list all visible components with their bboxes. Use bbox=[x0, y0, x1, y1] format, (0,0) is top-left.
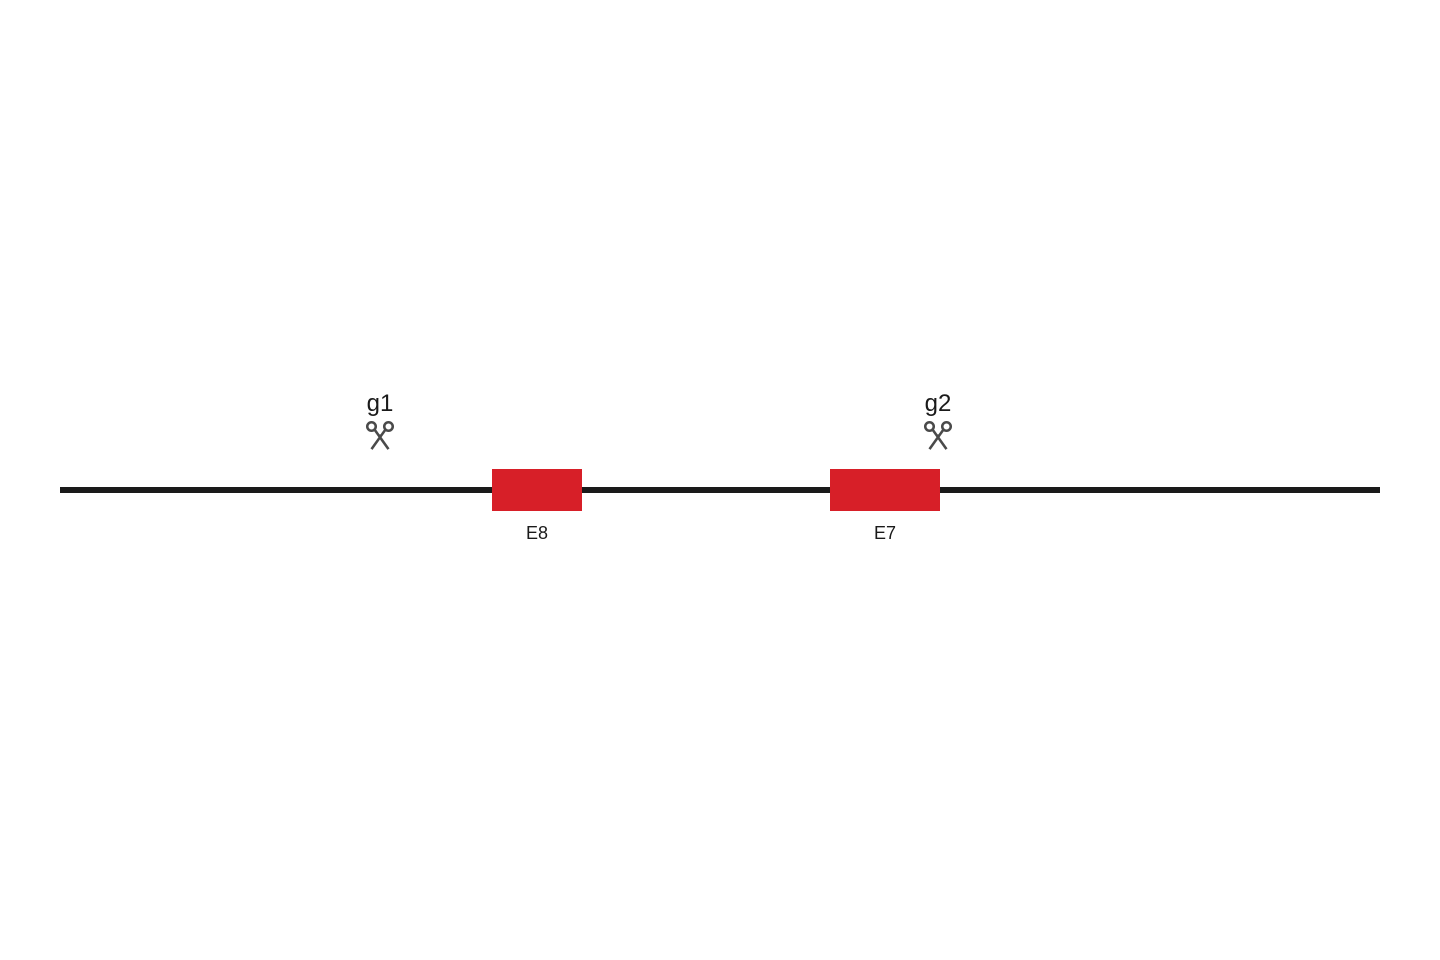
cut-g2-label: g2 bbox=[925, 390, 952, 418]
genome-line bbox=[60, 487, 1380, 493]
scissors-icon-g1 bbox=[363, 418, 397, 457]
scissors-icon-g2 bbox=[921, 418, 955, 457]
exon-e7 bbox=[830, 469, 940, 511]
cut-g1-label: g1 bbox=[367, 390, 394, 418]
exon-e8-label: E8 bbox=[526, 523, 548, 544]
exon-e8 bbox=[492, 469, 582, 511]
gene-diagram: E8 E7 g1 g2 bbox=[0, 0, 1440, 960]
exon-e7-label: E7 bbox=[874, 523, 896, 544]
